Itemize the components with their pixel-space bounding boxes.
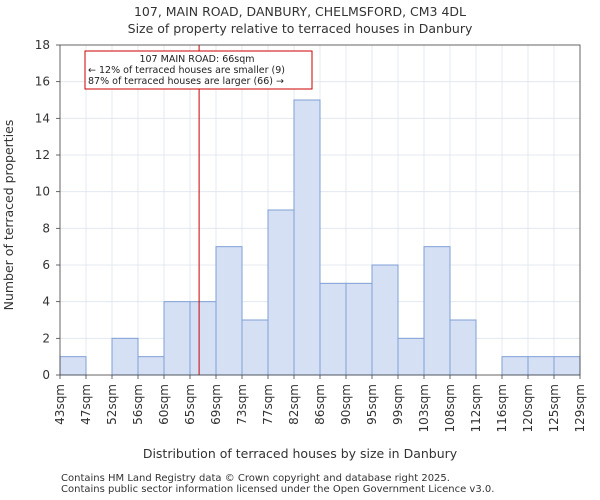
annotation-line-2: ← 12% of terraced houses are smaller (9): [88, 65, 285, 76]
bar: [137, 356, 165, 376]
y-tick-label: 0: [42, 368, 50, 382]
bar: [111, 337, 139, 376]
bar: [423, 246, 451, 376]
x-tick-label: 116sqm: [495, 384, 509, 432]
bar: [293, 99, 321, 376]
y-tick-label: 12: [35, 148, 50, 162]
bar: [319, 282, 347, 376]
bar: [397, 337, 425, 376]
x-tick-label: 60sqm: [157, 384, 171, 425]
y-tick-label: 2: [42, 331, 50, 345]
x-tick-label: 95sqm: [365, 384, 379, 425]
x-tick-label: 112sqm: [469, 384, 483, 432]
y-tick-label: 8: [42, 221, 50, 235]
y-tick-label: 6: [42, 258, 50, 272]
bar: [449, 319, 477, 376]
y-tick-label: 18: [35, 38, 50, 52]
x-tick-label: 69sqm: [209, 384, 223, 425]
footer-line-1: Contains HM Land Registry data © Crown c…: [61, 473, 450, 484]
annotation-line-1: 107 MAIN ROAD: 66sqm: [139, 54, 254, 65]
y-tick-label: 16: [35, 75, 50, 89]
x-axis-ticks: 43sqm 47sqm 52sqm 56sqm 60sqm 65sqm 69sqm 73sqm…: [53, 375, 587, 432]
bar: [59, 356, 87, 376]
bar: [163, 301, 191, 376]
annotation-frame: [84, 50, 313, 90]
bar: [241, 319, 269, 376]
plot-frame: [59, 44, 581, 376]
x-tick-label: 73sqm: [235, 384, 249, 425]
bar: [215, 246, 243, 376]
x-tick-label: 99sqm: [391, 384, 405, 425]
bar: [553, 356, 581, 376]
bar: [267, 209, 295, 376]
y-tick-label: 10: [35, 185, 50, 199]
bar: [527, 356, 555, 376]
x-tick-label: 86sqm: [313, 384, 327, 425]
x-tick-label: 103sqm: [417, 384, 431, 432]
x-tick-label: 120sqm: [521, 384, 535, 432]
bars-group: [59, 99, 581, 376]
y-axis-label: Number of terraced properties: [1, 120, 16, 311]
footer-line-2: Contains public sector information licen…: [61, 484, 495, 495]
y-axis-ticks: 0 2 4 6 8 10 12 14 16 18: [35, 38, 60, 382]
x-tick-label: 108sqm: [443, 384, 457, 432]
x-tick-label: 65sqm: [183, 384, 197, 425]
bar: [345, 282, 373, 376]
bar: [501, 356, 529, 376]
annotation-line-3: 87% of terraced houses are larger (66) →: [88, 76, 284, 87]
x-tick-label: 90sqm: [339, 384, 353, 425]
y-tick-label: 4: [42, 295, 50, 309]
x-tick-label: 43sqm: [53, 384, 67, 425]
chart-subtitle: Size of property relative to terraced ho…: [128, 21, 473, 36]
bar: [189, 301, 217, 376]
x-axis-label: Distribution of terraced houses by size …: [143, 446, 458, 461]
x-tick-label: 56sqm: [131, 384, 145, 425]
y-tick-label: 14: [35, 111, 50, 125]
bar: [371, 264, 399, 376]
annotation-box: 107 MAIN ROAD: 66sqm ← 12% of terraced h…: [84, 50, 313, 90]
x-tick-label: 77sqm: [261, 384, 275, 425]
x-tick-label: 125sqm: [547, 384, 561, 432]
x-tick-label: 129sqm: [573, 384, 587, 432]
chart-title: 107, MAIN ROAD, DANBURY, CHELMSFORD, CM3…: [134, 4, 466, 19]
x-tick-label: 47sqm: [79, 384, 93, 425]
x-tick-label: 52sqm: [105, 384, 119, 425]
x-tick-label: 82sqm: [287, 384, 301, 425]
